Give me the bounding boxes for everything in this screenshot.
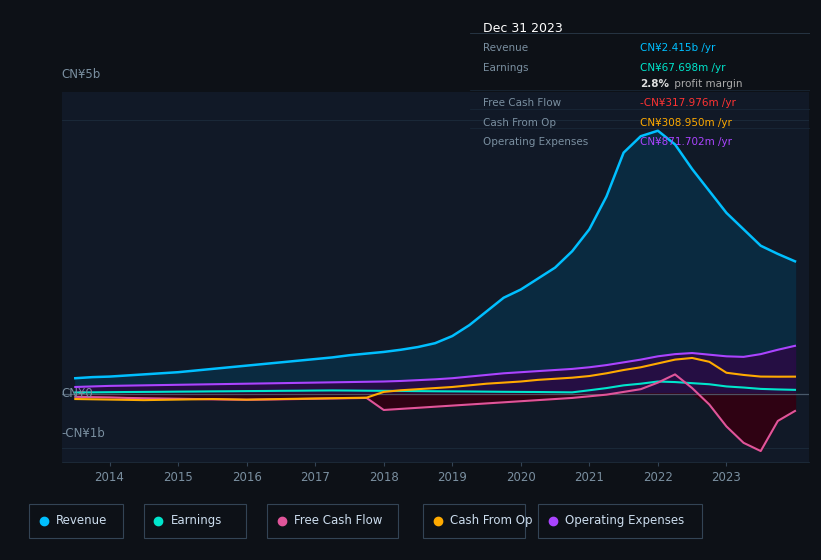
Text: -CN¥317.976m /yr: -CN¥317.976m /yr [640, 98, 736, 108]
Text: profit margin: profit margin [671, 79, 742, 89]
Text: 2.8%: 2.8% [640, 79, 669, 89]
Text: -CN¥1b: -CN¥1b [62, 427, 105, 440]
Text: Operating Expenses: Operating Expenses [484, 137, 589, 147]
Text: Free Cash Flow: Free Cash Flow [294, 514, 383, 528]
Text: Revenue: Revenue [484, 43, 529, 53]
Text: CN¥308.950m /yr: CN¥308.950m /yr [640, 118, 732, 128]
Text: Cash From Op: Cash From Op [450, 514, 532, 528]
Text: CN¥871.702m /yr: CN¥871.702m /yr [640, 137, 732, 147]
Text: CN¥2.415b /yr: CN¥2.415b /yr [640, 43, 715, 53]
Text: CN¥67.698m /yr: CN¥67.698m /yr [640, 63, 726, 73]
Text: Cash From Op: Cash From Op [484, 118, 557, 128]
Text: Operating Expenses: Operating Expenses [565, 514, 684, 528]
Text: Free Cash Flow: Free Cash Flow [484, 98, 562, 108]
Text: Earnings: Earnings [484, 63, 529, 73]
Text: Dec 31 2023: Dec 31 2023 [484, 22, 563, 35]
Text: CN¥5b: CN¥5b [62, 68, 101, 81]
Text: Revenue: Revenue [56, 514, 108, 528]
Text: Earnings: Earnings [171, 514, 222, 528]
Text: CN¥0: CN¥0 [62, 387, 94, 400]
